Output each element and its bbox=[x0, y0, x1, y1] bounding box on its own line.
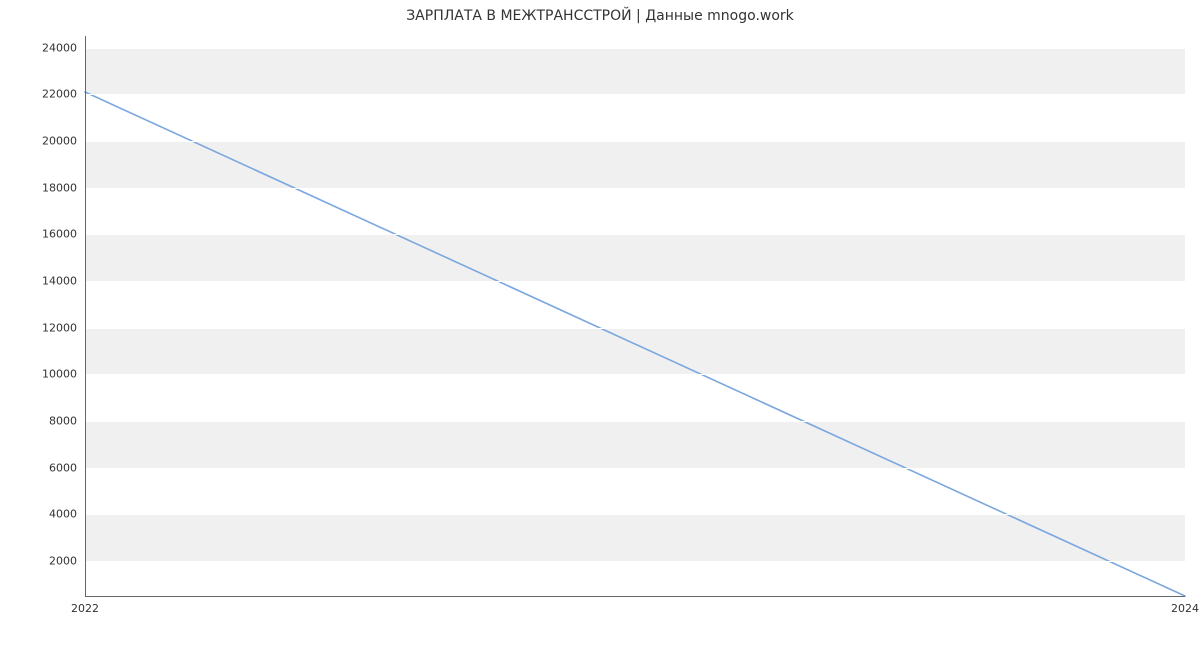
x-axis-line bbox=[85, 596, 1185, 597]
gridline-y bbox=[85, 514, 1185, 515]
line-layer bbox=[85, 36, 1185, 596]
y-axis-line bbox=[85, 36, 86, 596]
gridline-y bbox=[85, 234, 1185, 235]
y-tick-label: 20000 bbox=[42, 135, 85, 148]
chart-title: ЗАРПЛАТА В МЕЖТРАНССТРОЙ | Данные mnogo.… bbox=[0, 8, 1200, 24]
x-tick-label: 2024 bbox=[1171, 596, 1199, 615]
x-tick-label: 2022 bbox=[71, 596, 99, 615]
plot-area: 2000400060008000100001200014000160001800… bbox=[85, 36, 1185, 596]
gridline-y bbox=[85, 561, 1185, 562]
gridline-y bbox=[85, 94, 1185, 95]
gridline-y bbox=[85, 468, 1185, 469]
y-tick-label: 14000 bbox=[42, 275, 85, 288]
gridline-y bbox=[85, 48, 1185, 49]
series-salary bbox=[85, 92, 1185, 596]
y-tick-label: 24000 bbox=[42, 41, 85, 54]
y-tick-label: 6000 bbox=[49, 461, 85, 474]
y-tick-label: 2000 bbox=[49, 555, 85, 568]
salary-chart: ЗАРПЛАТА В МЕЖТРАНССТРОЙ | Данные mnogo.… bbox=[0, 0, 1200, 650]
y-tick-label: 22000 bbox=[42, 88, 85, 101]
gridline-y bbox=[85, 374, 1185, 375]
gridline-y bbox=[85, 141, 1185, 142]
y-tick-label: 4000 bbox=[49, 508, 85, 521]
gridline-y bbox=[85, 281, 1185, 282]
gridline-y bbox=[85, 188, 1185, 189]
gridline-y bbox=[85, 421, 1185, 422]
y-tick-label: 18000 bbox=[42, 181, 85, 194]
y-tick-label: 16000 bbox=[42, 228, 85, 241]
gridline-y bbox=[85, 328, 1185, 329]
y-tick-label: 12000 bbox=[42, 321, 85, 334]
y-tick-label: 10000 bbox=[42, 368, 85, 381]
y-tick-label: 8000 bbox=[49, 415, 85, 428]
